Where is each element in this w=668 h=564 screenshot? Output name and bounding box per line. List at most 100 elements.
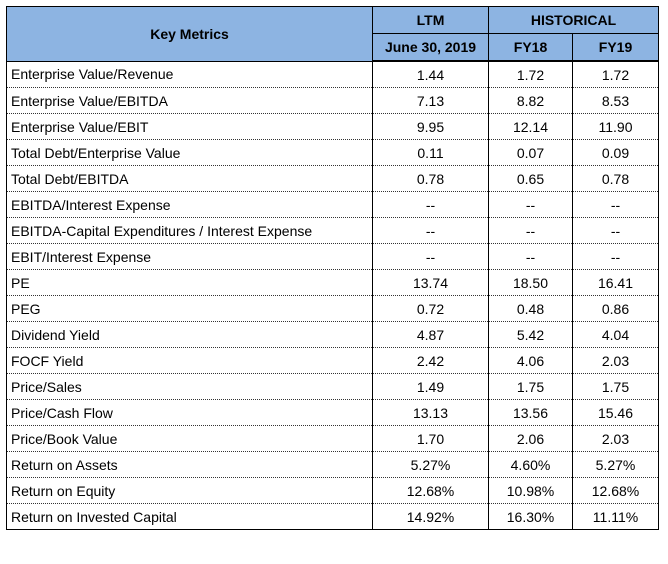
metrics-body: Enterprise Value/Revenue 1.44 1.72 1.72 Ente…: [6, 61, 659, 530]
metric-label: EBITDA-Capital Expenditures / Interest E…: [6, 217, 373, 244]
table-row: Total Debt/EBITDA 0.78 0.65 0.78: [6, 165, 659, 192]
key-metrics-table-container: Key Metrics LTM HISTORICAL June 30, 2019…: [6, 6, 659, 530]
ltm-value: 13.74: [372, 269, 489, 296]
ltm-header: LTM: [372, 6, 489, 34]
ltm-value: 9.95: [372, 113, 489, 140]
table-row: PEG 0.72 0.48 0.86: [6, 295, 659, 322]
ltm-value: 13.13: [372, 399, 489, 426]
fy18-value: 2.06: [488, 425, 573, 452]
ltm-value: 1.70: [372, 425, 489, 452]
ltm-value: 7.13: [372, 87, 489, 114]
table-row: Total Debt/Enterprise Value 0.11 0.07 0.09: [6, 139, 659, 166]
fy19-value: 8.53: [572, 87, 659, 114]
table-row: Return on Invested Capital 14.92% 16.30% 11…: [6, 503, 659, 530]
table-row: EBITDA-Capital Expenditures / Interest E…: [6, 217, 659, 244]
fy18-value: --: [488, 191, 573, 218]
ltm-date-header: June 30, 2019: [372, 33, 489, 62]
fy19-value: 1.75: [572, 373, 659, 400]
metric-label: Enterprise Value/EBIT: [6, 113, 373, 140]
ltm-value: 0.72: [372, 295, 489, 322]
fy18-header: FY18: [488, 33, 573, 62]
fy19-value: 2.03: [572, 425, 659, 452]
fy18-value: 16.30%: [488, 503, 573, 530]
fy18-value: --: [488, 217, 573, 244]
metric-label: Price/Cash Flow: [6, 399, 373, 426]
metric-label: Return on Invested Capital: [6, 503, 373, 530]
ltm-value: 2.42: [372, 347, 489, 374]
ltm-value: 1.49: [372, 373, 489, 400]
fy18-value: 18.50: [488, 269, 573, 296]
ltm-value: --: [372, 191, 489, 218]
fy19-value: 2.03: [572, 347, 659, 374]
ltm-value: 1.44: [372, 61, 489, 88]
fy19-value: 4.04: [572, 321, 659, 348]
metric-label: EBIT/Interest Expense: [6, 243, 373, 270]
ltm-value: 4.87: [372, 321, 489, 348]
fy18-value: 1.72: [488, 61, 573, 88]
ltm-value: 0.11: [372, 139, 489, 166]
fy18-value: 0.07: [488, 139, 573, 166]
ltm-value: 5.27%: [372, 451, 489, 478]
metric-label: Enterprise Value/Revenue: [6, 61, 373, 88]
ltm-value: --: [372, 243, 489, 270]
fy18-value: 1.75: [488, 373, 573, 400]
table-row: PE 13.74 18.50 16.41: [6, 269, 659, 296]
header-row-bottom: June 30, 2019 FY18 FY19: [7, 33, 659, 62]
metric-label: Total Debt/Enterprise Value: [6, 139, 373, 166]
fy18-value: 4.06: [488, 347, 573, 374]
table-row: EBITDA/Interest Expense -- -- --: [6, 191, 659, 218]
table-row: Enterprise Value/Revenue 1.44 1.72 1.72: [6, 61, 659, 88]
metric-label: Enterprise Value/EBITDA: [6, 87, 373, 114]
fy18-value: 8.82: [488, 87, 573, 114]
metric-label: FOCF Yield: [6, 347, 373, 374]
ltm-value: --: [372, 217, 489, 244]
key-metrics-table: Key Metrics LTM HISTORICAL June 30, 2019…: [6, 6, 659, 530]
metric-label: Return on Equity: [6, 477, 373, 504]
fy18-value: 12.14: [488, 113, 573, 140]
fy18-value: 0.65: [488, 165, 573, 192]
historical-header: HISTORICAL: [488, 6, 659, 34]
table-row: Price/Sales 1.49 1.75 1.75: [6, 373, 659, 400]
table-row: Price/Cash Flow 13.13 13.56 15.46: [6, 399, 659, 426]
metric-label: Dividend Yield: [6, 321, 373, 348]
fy18-value: 10.98%: [488, 477, 573, 504]
fy19-value: 11.11%: [572, 503, 659, 530]
metric-label: Price/Sales: [6, 373, 373, 400]
fy19-value: --: [572, 243, 659, 270]
table-row: Enterprise Value/EBITDA 7.13 8.82 8.53: [6, 87, 659, 114]
table-row: FOCF Yield 2.42 4.06 2.03: [6, 347, 659, 374]
fy18-value: 4.60%: [488, 451, 573, 478]
fy19-value: 16.41: [572, 269, 659, 296]
fy18-value: 5.42: [488, 321, 573, 348]
fy19-value: 5.27%: [572, 451, 659, 478]
fy18-value: 13.56: [488, 399, 573, 426]
fy19-value: 12.68%: [572, 477, 659, 504]
fy19-header: FY19: [572, 33, 659, 62]
metric-label: PE: [6, 269, 373, 296]
ltm-value: 12.68%: [372, 477, 489, 504]
fy19-value: 0.86: [572, 295, 659, 322]
fy19-value: --: [572, 191, 659, 218]
fy19-value: 11.90: [572, 113, 659, 140]
ltm-value: 14.92%: [372, 503, 489, 530]
table-row: EBIT/Interest Expense -- -- --: [6, 243, 659, 270]
table-row: Enterprise Value/EBIT 9.95 12.14 11.90: [6, 113, 659, 140]
fy18-value: 0.48: [488, 295, 573, 322]
metric-label: EBITDA/Interest Expense: [6, 191, 373, 218]
fy18-value: --: [488, 243, 573, 270]
fy19-value: 15.46: [572, 399, 659, 426]
ltm-value: 0.78: [372, 165, 489, 192]
metric-label: PEG: [6, 295, 373, 322]
table-row: Return on Equity 12.68% 10.98% 12.68%: [6, 477, 659, 504]
fy19-value: --: [572, 217, 659, 244]
fy19-value: 0.09: [572, 139, 659, 166]
metric-label: Return on Assets: [6, 451, 373, 478]
fy19-value: 0.78: [572, 165, 659, 192]
key-metrics-header: Key Metrics: [6, 6, 373, 62]
header-row-top: Key Metrics LTM HISTORICAL: [6, 6, 659, 62]
table-row: Price/Book Value 1.70 2.06 2.03: [6, 425, 659, 452]
table-row: Dividend Yield 4.87 5.42 4.04: [6, 321, 659, 348]
fy19-value: 1.72: [572, 61, 659, 88]
metric-label: Total Debt/EBITDA: [6, 165, 373, 192]
table-row: Return on Assets 5.27% 4.60% 5.27%: [6, 451, 659, 478]
